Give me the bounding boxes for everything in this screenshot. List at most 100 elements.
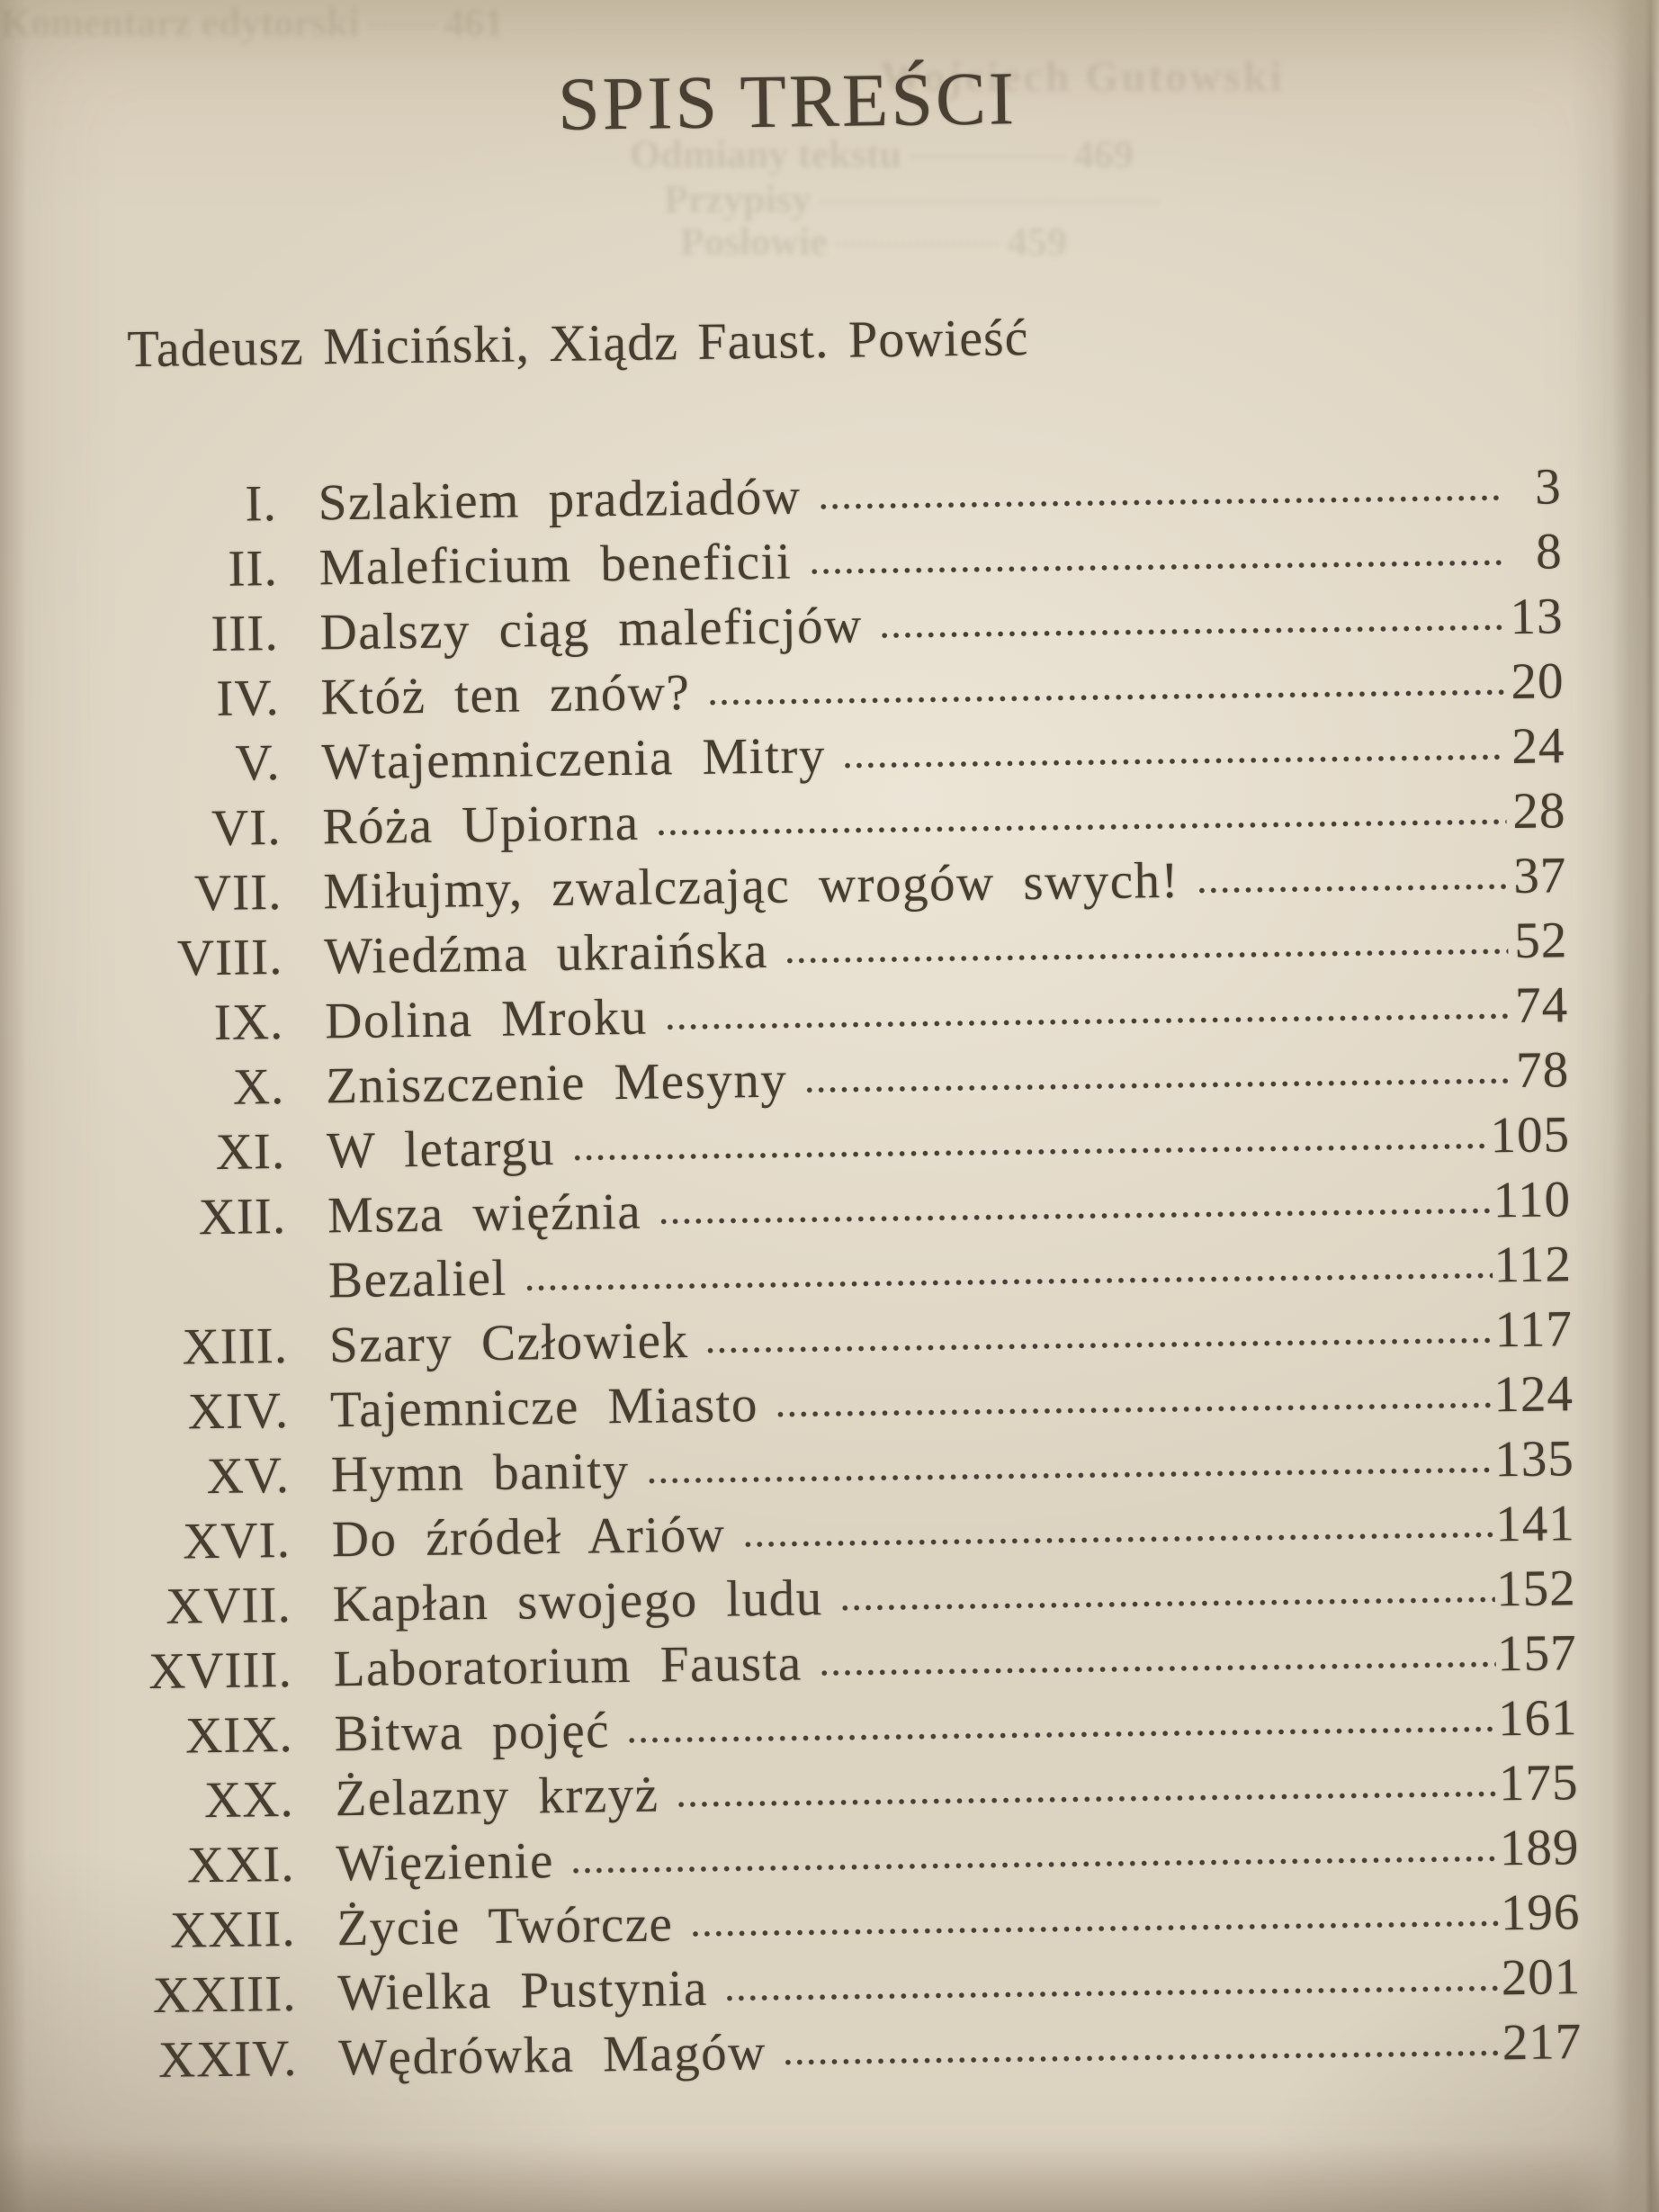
toc-page-number: 152 (1495, 1560, 1577, 1618)
dot-leader (569, 1827, 1499, 1877)
toc-page-number: 28 (1511, 782, 1566, 841)
dot-leader (704, 1308, 1493, 1357)
toc-chapter-title: Hymn banity (330, 1442, 631, 1504)
dot-leader (689, 1892, 1500, 1941)
toc-chapter-title: Bezaliel (327, 1249, 508, 1309)
toc-chapter-title: Szary Człowiek (328, 1312, 689, 1374)
toc-page-number: 105 (1490, 1106, 1571, 1164)
toc-chapter-title: Życie Twórcze (336, 1895, 674, 1957)
dot-leader (625, 1697, 1497, 1748)
dot-leader (782, 2021, 1502, 2069)
page-title: SPIS TREŚCI (557, 57, 1018, 147)
dot-leader (774, 1373, 1493, 1421)
toc-page-number: 175 (1498, 1754, 1579, 1812)
dot-leader (818, 1632, 1496, 1680)
toc-page-number: 157 (1496, 1624, 1578, 1683)
dot-leader (655, 790, 1507, 840)
toc-roman-numeral: XIX. (184, 1705, 294, 1765)
toc-chapter-title: Któż ten znów? (320, 664, 691, 726)
dot-leader (807, 531, 1503, 579)
toc-page-number: 74 (1514, 976, 1569, 1035)
toc-roman-numeral: XX. (203, 1770, 295, 1830)
toc-roman-numeral: XI. (215, 1122, 286, 1181)
toc-chapter-title: Do źródeł Ariów (331, 1506, 726, 1569)
toc-chapter-title: Bitwa pojęć (334, 1702, 611, 1763)
toc-chapter-title: Laboratorium Fausta (333, 1634, 803, 1698)
toc-roman-numeral: VIII. (176, 928, 283, 987)
toc-chapter-title: Wiedźma ukraińska (323, 922, 769, 985)
dot-leader (817, 466, 1502, 514)
toc-chapter-title: W letargu (326, 1119, 556, 1180)
toc-page-number: 135 (1493, 1430, 1575, 1488)
toc-roman-numeral: IV. (216, 669, 280, 727)
toc-page-number: 3 (1534, 458, 1563, 516)
toc-chapter-title: Więzienie (336, 1832, 555, 1893)
toc-page-number: 13 (1510, 588, 1564, 646)
toc-roman-numeral: XXI. (186, 1835, 295, 1894)
toc-roman-numeral: VII. (193, 863, 282, 922)
toc-chapter-title: Dolina Mroku (324, 988, 649, 1050)
dot-leader (1195, 855, 1508, 897)
toc-roman-numeral: XIII. (182, 1317, 289, 1376)
toc-page-number: 117 (1494, 1300, 1574, 1359)
toc-chapter-title: Maleficium beneficii (318, 533, 793, 597)
toc-page-number: 8 (1535, 523, 1563, 580)
toc-chapter-title: Zniszczenie Mesyny (325, 1051, 788, 1115)
toc-chapter-title: Róża Upiorna (322, 794, 641, 856)
toc-roman-numeral (87, 1298, 287, 1300)
book-author-and-title: Tadeusz Miciński, Xiądz Faust. Powieść (127, 308, 1029, 379)
toc-page-number: 161 (1497, 1689, 1578, 1748)
toc-roman-numeral: I. (245, 475, 278, 533)
toc-page-number: 124 (1493, 1365, 1574, 1424)
dot-leader (723, 1956, 1501, 2005)
dot-leader (645, 1438, 1493, 1488)
dot-leader (803, 1049, 1511, 1097)
dot-leader (523, 1244, 1493, 1295)
toc-roman-numeral: XVII. (165, 1576, 292, 1635)
toc-roman-numeral: XV. (206, 1446, 291, 1506)
toc-page-number: 24 (1511, 717, 1565, 776)
toc-chapter-title: Wielka Pustynia (337, 1959, 709, 2022)
toc-roman-numeral: V. (235, 733, 281, 792)
toc-roman-numeral: XXIV. (157, 2029, 298, 2089)
toc-page-number: 112 (1493, 1236, 1573, 1294)
toc-roman-numeral: VI. (211, 798, 282, 857)
toc-chapter-title: Tajemnicze Miasto (329, 1376, 759, 1439)
toc-roman-numeral: IX. (213, 993, 284, 1051)
toc-page-number: 20 (1511, 652, 1565, 711)
toc-chapter-title: Msza więźnia (327, 1182, 642, 1245)
toc-roman-numeral: XVIII. (148, 1641, 293, 1700)
toc-chapter-title: Dalszy ciąg maleficjów (319, 597, 864, 661)
dot-leader (570, 1114, 1489, 1164)
dot-leader (838, 1568, 1495, 1614)
toc-roman-numeral: III. (211, 604, 280, 662)
dot-leader (841, 725, 1506, 772)
toc-page-number: 78 (1515, 1041, 1570, 1100)
toc-roman-numeral: X. (232, 1057, 285, 1116)
toc-page-number: 189 (1499, 1819, 1580, 1877)
toc-page-number: 141 (1494, 1495, 1576, 1553)
toc-chapter-title: Szlakiem pradziadów (318, 468, 802, 532)
dot-leader (784, 920, 1509, 967)
dot-leader (878, 596, 1504, 643)
toc-page-number: 217 (1502, 2013, 1583, 2072)
dot-leader (741, 1503, 1494, 1551)
dot-leader (675, 1762, 1498, 1812)
toc-chapter-title: Żelazny krzyż (335, 1766, 659, 1828)
toc-chapter-title: Kapłan swojego ludu (332, 1569, 824, 1633)
toc-roman-numeral: XIV. (187, 1381, 290, 1441)
toc-roman-numeral: XII. (198, 1187, 287, 1246)
toc-chapter-title: Wędrówka Magów (337, 2024, 767, 2087)
toc-roman-numeral: XXIII. (152, 1965, 297, 2024)
dot-leader (657, 1179, 1492, 1228)
toc-roman-numeral: XXII. (169, 1900, 296, 1959)
dot-leader (663, 985, 1510, 1034)
dot-leader (705, 661, 1505, 709)
toc-page-number: 201 (1501, 1948, 1582, 2007)
toc-chapter-title: Wtajemniczenia Mitry (321, 727, 827, 791)
table-of-contents: I. Szlakiem pradziadów 3 II. Maleficium … (76, 457, 1583, 2096)
toc-page-number: 52 (1513, 912, 1568, 970)
